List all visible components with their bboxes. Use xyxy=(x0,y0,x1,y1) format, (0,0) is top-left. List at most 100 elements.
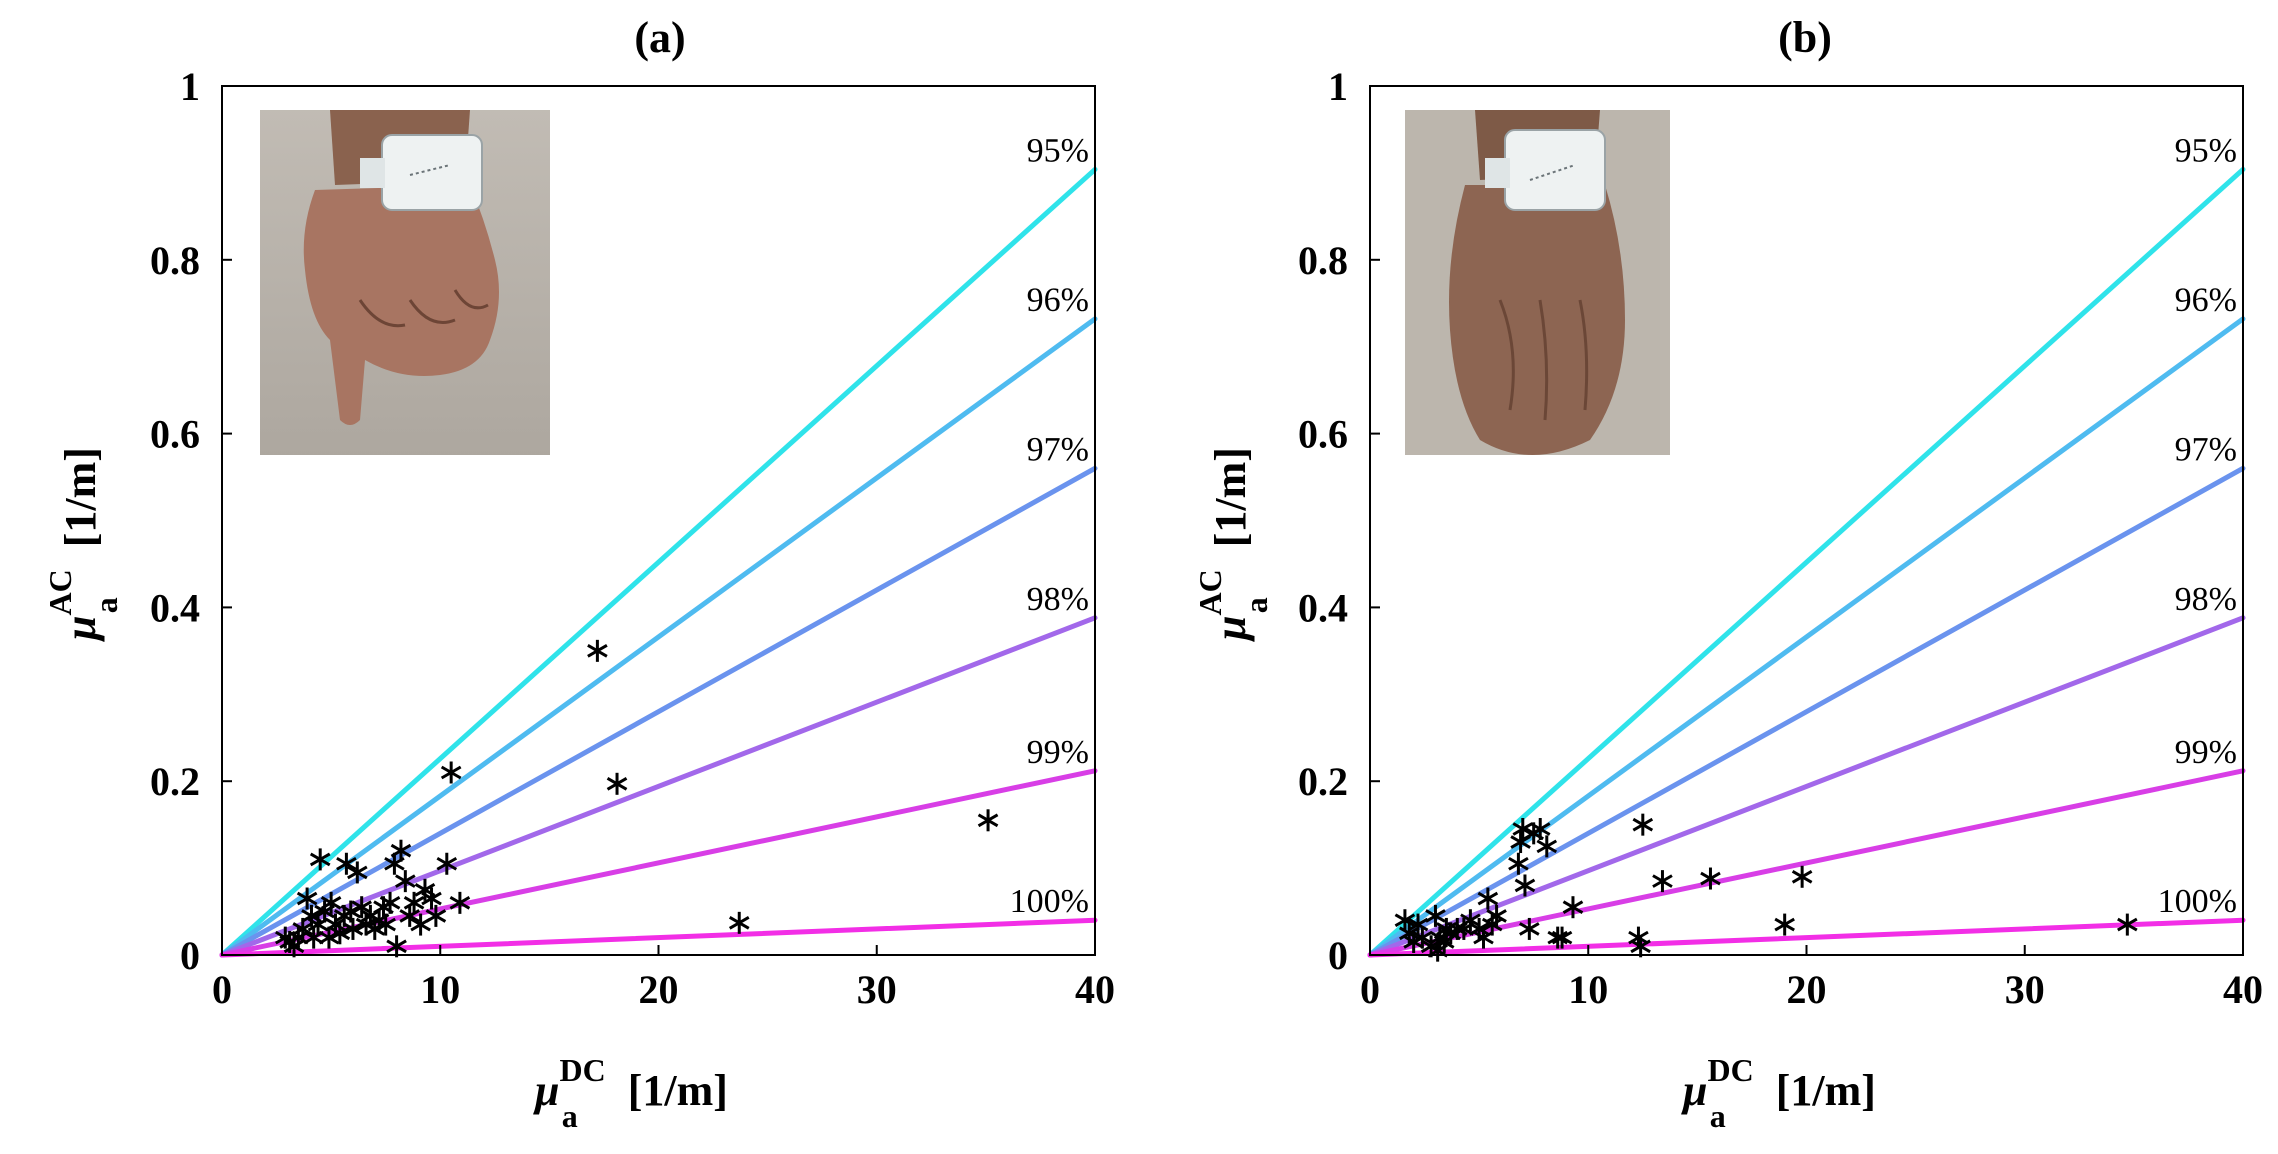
data-point-stroke xyxy=(1632,817,1654,832)
data-point-stroke xyxy=(449,896,471,910)
data-point xyxy=(436,852,458,875)
reference-line-label: 97% xyxy=(2175,431,2237,468)
panel-title: (b) xyxy=(1778,13,1832,62)
reference-line-label: 97% xyxy=(1027,431,1089,468)
tick-labels: 0 10 20 30 40 0 0.2 0.4 0.6 0.8 1 xyxy=(150,64,1115,1012)
data-point xyxy=(1630,935,1651,958)
x-axis-symbol: μ xyxy=(1681,1066,1707,1115)
panel-b: (b) 95% 96% 97% 98% 99% 100% 0 10 20 30 40 0 0.2 0.4… xyxy=(1192,13,2263,1134)
x-axis-unit: [1/m] xyxy=(628,1066,728,1115)
data-point xyxy=(1536,835,1558,858)
x-tick-label: 0 xyxy=(212,967,232,1012)
data-point-stroke xyxy=(390,843,412,858)
data-point xyxy=(379,891,401,914)
data-point-stroke xyxy=(292,922,314,936)
y-axis-superscript: AC xyxy=(42,569,78,615)
data-point xyxy=(606,772,628,795)
y-tick-label: 0.4 xyxy=(1298,585,1348,630)
data-point-stroke xyxy=(325,917,346,932)
data-point-stroke xyxy=(1514,878,1536,893)
y-axis-symbol: μ xyxy=(1206,616,1255,642)
reference-line-98pct xyxy=(1367,615,2246,958)
y-axis-label: μAC a [1/m] xyxy=(1192,447,1274,642)
y-axis-unit: [1/m] xyxy=(1206,447,1255,547)
data-point-stroke xyxy=(320,896,342,910)
reference-line-95pct xyxy=(219,166,1098,958)
wrist-open-photo xyxy=(1405,110,1670,455)
data-point-stroke xyxy=(379,896,401,910)
data-point-stroke xyxy=(283,939,305,954)
data-point xyxy=(425,904,447,927)
data-point-stroke xyxy=(1477,891,1499,906)
data-point xyxy=(1632,813,1654,836)
y-axis-subscript: a xyxy=(88,597,124,613)
data-point-stroke xyxy=(977,813,999,828)
reference-line-97pct xyxy=(219,465,1098,958)
data-point-stroke xyxy=(1551,930,1573,945)
data-point xyxy=(1791,865,1813,888)
data-point xyxy=(342,917,364,940)
x-tick-label: 30 xyxy=(857,967,897,1012)
data-point-stroke xyxy=(421,891,442,906)
y-axis-subscript: a xyxy=(1238,597,1274,613)
y-tick-label: 0.2 xyxy=(1298,759,1348,804)
reference-line-label: 99% xyxy=(2175,734,2237,771)
data-point-stroke xyxy=(1536,839,1558,854)
tick-labels: 0 10 20 30 40 0 0.2 0.4 0.6 0.8 1 xyxy=(1298,64,2263,1012)
data-point xyxy=(1519,917,1540,940)
data-point xyxy=(375,913,396,936)
data-point xyxy=(351,896,372,919)
data-point-stroke xyxy=(1512,822,1534,836)
panel-title: (a) xyxy=(634,13,685,62)
x-axis-subscript: a xyxy=(1710,1098,1726,1134)
x-axis-label: μDC a [1/m] xyxy=(533,1052,728,1134)
data-point xyxy=(320,891,342,914)
reference-line-99pct xyxy=(1367,768,2246,958)
x-tick-label: 10 xyxy=(420,967,460,1012)
data-point-stroke xyxy=(1460,913,1481,928)
data-point-stroke xyxy=(436,856,458,871)
x-tick-label: 20 xyxy=(1787,967,1827,1012)
data-point-stroke xyxy=(1412,930,1433,945)
data-point-stroke xyxy=(364,922,386,936)
data-point-stroke xyxy=(336,856,357,871)
data-point xyxy=(390,839,412,862)
y-tick-label: 1 xyxy=(1328,64,1348,109)
y-tick-label: 0.8 xyxy=(150,238,200,283)
data-point-stroke xyxy=(403,896,425,910)
data-point xyxy=(309,848,331,871)
data-point-stroke xyxy=(395,874,416,888)
data-point-stroke xyxy=(587,644,608,658)
data-point-stroke xyxy=(1652,874,1673,888)
data-point xyxy=(403,891,425,914)
data-point-stroke xyxy=(301,909,322,923)
data-point-stroke xyxy=(1508,856,1529,871)
wrist-fist-photo xyxy=(260,110,550,455)
data-point xyxy=(395,870,416,893)
data-point-stroke xyxy=(1519,922,1540,936)
data-point xyxy=(1460,909,1481,932)
data-point-stroke xyxy=(1481,917,1503,932)
data-point xyxy=(340,900,362,923)
data-point xyxy=(1508,852,1529,875)
data-point-stroke xyxy=(1394,913,1416,928)
reference-line-96pct xyxy=(1367,316,2246,958)
x-tick-label: 20 xyxy=(639,967,679,1012)
data-point-stroke xyxy=(1700,871,1721,886)
y-tick-label: 1 xyxy=(180,64,200,109)
data-point-stroke xyxy=(1425,909,1446,923)
panel-a: (a) 95% 96% 97% 98% 99% 100% 0 10 20 30 40 0 0.2 0.4… xyxy=(42,13,1115,1134)
data-point-stroke xyxy=(375,917,396,932)
data-point xyxy=(1529,817,1551,840)
data-point xyxy=(1512,817,1534,840)
data-point xyxy=(296,887,318,910)
reference-line-98pct xyxy=(219,615,1098,958)
data-point-stroke xyxy=(309,852,331,867)
reference-line-label: 98% xyxy=(2175,581,2237,618)
data-point-stroke xyxy=(386,939,407,954)
data-point xyxy=(1394,909,1416,932)
data-point xyxy=(977,809,999,832)
plot-area: 95% 96% 97% 98% 99% 100% xyxy=(219,132,1098,958)
x-tick-label: 40 xyxy=(2223,967,2263,1012)
data-point-stroke xyxy=(1562,900,1584,915)
